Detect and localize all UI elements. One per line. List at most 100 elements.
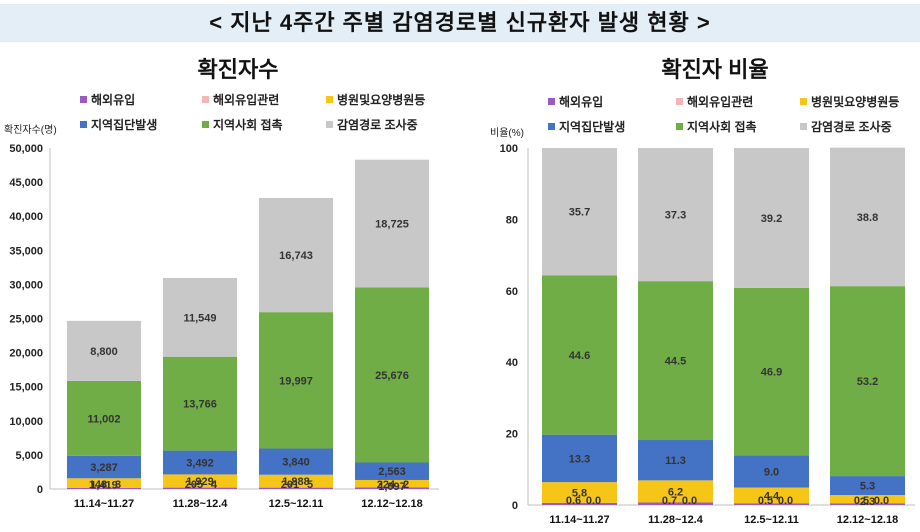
- right-data-label: 0.0: [682, 495, 697, 507]
- left-data-label: 148: [89, 479, 107, 491]
- left-y-tick-label: 20,000: [9, 348, 43, 360]
- left-data-label: 1,929: [186, 476, 214, 488]
- left-bar-segment: [355, 287, 429, 463]
- right-data-label: 5.3: [860, 481, 875, 493]
- left-data-label: 3,492: [186, 458, 214, 470]
- right-bar-segment: [734, 148, 809, 288]
- right-bar-segment: [638, 440, 713, 481]
- right-x-tick-label: 12.5~12.11: [744, 514, 799, 526]
- left-data-label: 13,766: [183, 399, 217, 411]
- left-data-label: 205: [185, 479, 203, 491]
- right-y-axis-label: 비율(%): [490, 128, 524, 139]
- right-bar-segment: [542, 275, 617, 435]
- left-legend-item-overseas: 해외유입: [80, 91, 135, 108]
- left-data-label: 1,097: [378, 481, 406, 493]
- right-bar-segment: [734, 455, 809, 488]
- left-data-label: 1,888: [282, 476, 310, 488]
- right-chart-title: 확진자 비율: [661, 57, 769, 82]
- right-data-label: 46.9: [761, 367, 782, 379]
- legend-swatch: [326, 121, 333, 128]
- right-data-label: 4.4: [764, 490, 780, 502]
- left-y-tick-label: 15,000: [9, 382, 43, 394]
- right-x-tick-label: 11.14~11.27: [549, 514, 609, 526]
- left-y-tick-label: 25,000: [9, 314, 43, 326]
- right-data-label: 0.7: [662, 495, 677, 507]
- right-y-tick-label: 60: [506, 286, 518, 298]
- legend-label: 해외유입관련: [687, 95, 754, 109]
- right-data-label: 53.2: [857, 376, 878, 388]
- left-bar-segment: [163, 356, 237, 451]
- right-data-label: 5.8: [572, 488, 587, 500]
- right-data-label: 0.6: [566, 495, 581, 507]
- left-bar-segment: [355, 479, 429, 488]
- right-data-label: 38.8: [857, 212, 878, 224]
- right-bar-segment: [734, 503, 809, 505]
- left-y-tick-label: 50,000: [9, 143, 43, 155]
- left-bar-segment: [163, 277, 237, 357]
- right-data-label: 0.0: [874, 495, 889, 507]
- legend-label: 해외유입관련: [213, 93, 280, 107]
- left-y-tick-label: 30,000: [9, 279, 43, 291]
- left-bar-segment: [67, 320, 141, 381]
- left-data-label: 8,800: [90, 346, 118, 358]
- legend-label: 병원및요양병원등: [811, 95, 900, 109]
- right-bar-segment: [638, 148, 713, 282]
- right-bar-segment: [542, 434, 617, 483]
- right-y-tick-label: 80: [506, 214, 518, 226]
- right-x-tick-label: 12.12~12.18: [837, 514, 898, 526]
- left-bar-segment: [355, 487, 429, 489]
- right-y-tick-label: 20: [506, 429, 518, 441]
- left-y-tick-label: 45,000: [9, 177, 43, 189]
- left-data-label: 4: [211, 479, 218, 491]
- left-bar-segment: [355, 159, 429, 288]
- left-data-label: 11,549: [183, 312, 216, 324]
- right-legend-item-contact: 지역사회 접촉: [676, 118, 757, 135]
- right-legend-item-overseas-related: 해외유입관련: [676, 93, 753, 110]
- right-bar-segment: [830, 147, 905, 287]
- left-data-label: 25,676: [375, 370, 409, 382]
- right-data-label: 2.3: [860, 496, 875, 508]
- left-bar-segment: [67, 455, 141, 479]
- left-x-tick-label: 12.5~12.11: [269, 498, 324, 510]
- right-bar-segment: [830, 495, 905, 504]
- legend-label: 해외유입: [559, 95, 604, 109]
- left-data-label: 3: [115, 479, 121, 491]
- left-y-tick-label: 5,000: [15, 450, 43, 462]
- right-data-label: 11.3: [665, 455, 686, 467]
- left-bar-segment: [67, 380, 141, 456]
- left-data-label: 1,419: [90, 479, 118, 491]
- right-bar-segment: [638, 281, 713, 441]
- left-data-label: 2,563: [378, 466, 406, 478]
- right-bar-segment: [830, 286, 905, 477]
- legend-swatch: [548, 123, 555, 130]
- left-bar-segment: [259, 487, 333, 489]
- right-data-label: 44.6: [569, 350, 590, 362]
- left-bar-segment: [163, 474, 237, 488]
- left-legend-item-contact: 지역사회 접촉: [202, 116, 283, 133]
- right-bar-segment: [638, 502, 713, 505]
- right-legend-item-investigating: 감염경로 조사중: [800, 118, 892, 135]
- legend-swatch: [80, 121, 87, 128]
- right-data-label: 37.3: [665, 210, 686, 222]
- legend-swatch: [202, 121, 209, 128]
- right-legend-item-cluster: 지역집단발생: [548, 118, 625, 135]
- legend-label: 지역사회 접촉: [213, 118, 283, 132]
- left-data-label: 3,287: [90, 462, 118, 474]
- left-data-label: 5: [307, 479, 313, 491]
- right-bar-segment: [734, 287, 809, 456]
- left-data-label: 11,002: [87, 413, 120, 425]
- legend-label: 해외유입: [91, 93, 136, 107]
- left-bar-segment: [67, 487, 141, 489]
- left-bar-segment: [355, 462, 429, 480]
- left-y-tick-label: 40,000: [9, 211, 43, 223]
- legend-label: 병원및요양병원등: [337, 93, 426, 107]
- left-x-tick-label: 11.14~11.27: [74, 498, 134, 510]
- right-bar-segment: [638, 480, 713, 503]
- left-legend-item-cluster: 지역집단발생: [80, 116, 157, 133]
- right-bar-segment: [830, 476, 905, 496]
- right-data-label: 13.3: [569, 453, 590, 465]
- right-data-label: 0.5: [758, 495, 773, 507]
- legend-swatch: [676, 123, 683, 130]
- right-bar-segment: [734, 487, 809, 504]
